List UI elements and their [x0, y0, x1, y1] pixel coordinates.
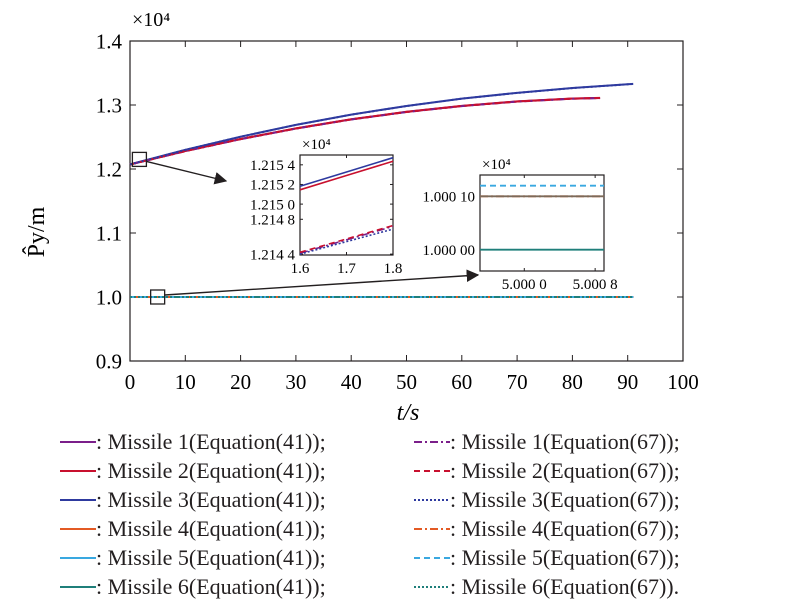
legend-label: : Missile 4(Equation(41)); — [96, 516, 326, 541]
inset1-series-line-4 — [299, 224, 394, 254]
legend-label: : Missile 2(Equation(41)); — [96, 458, 326, 483]
legend-label: : Missile 2(Equation(67)); — [450, 458, 680, 483]
inset2-y-tick-label: 1.000 00 — [423, 243, 476, 259]
legend-item: : Missile 4(Equation(41)); — [60, 516, 326, 542]
inset1-series-line-5 — [299, 228, 394, 255]
legend-swatch — [414, 499, 450, 501]
main-series-line-8 — [129, 97, 601, 166]
legend-item: : Missile 5(Equation(67)); — [414, 545, 680, 571]
inset1-x-tick-label: 1.8 — [384, 261, 403, 277]
main-y-tick-label: 1.4 — [96, 29, 123, 53]
legend-item: : Missile 2(Equation(41)); — [60, 458, 326, 484]
inset1-x-tick-label: 1.6 — [291, 261, 310, 277]
inset2-x-tick-label: 5.000 8 — [573, 277, 618, 293]
legend-swatch — [60, 441, 96, 443]
legend-label: : Missile 1(Equation(67)); — [450, 429, 680, 454]
main-x-tick-label: 100 — [667, 370, 699, 394]
main-y-tick-label: 1.3 — [96, 93, 122, 117]
zoom-marker-2 — [149, 289, 166, 305]
legend-item: : Missile 3(Equation(67)); — [414, 487, 680, 513]
legend-item: : Missile 4(Equation(67)); — [414, 516, 680, 542]
inset1-y-tick-label: 1.215 2 — [250, 178, 295, 194]
legend-item: : Missile 3(Equation(41)); — [60, 487, 326, 513]
zoom-marker-1 — [131, 151, 148, 168]
main-y-tick-label: 1.1 — [96, 221, 122, 245]
zoom-arrow-2 — [164, 269, 480, 296]
legend-swatch — [414, 557, 450, 559]
legend-label: : Missile 3(Equation(67)); — [450, 487, 680, 512]
line-chart: P̂y/m t/s ×10⁴ 0 10 20 30 40 50 60 70 80 90 100 0.9… — [22, 9, 699, 425]
inset1-series-line-1 — [299, 156, 394, 188]
legend-label: : Missile 3(Equation(41)); — [96, 487, 326, 512]
main-x-tick-label: 80 — [562, 370, 583, 394]
main-x-tick-label: 20 — [230, 370, 251, 394]
legend-swatch — [414, 586, 450, 588]
main-y-tick-label: 0.9 — [96, 349, 122, 373]
inset1-series-line-2 — [299, 160, 394, 191]
legend: : Missile 1(Equation(41)); : Missile 1(Eq… — [0, 425, 800, 612]
legend-swatch — [60, 528, 96, 530]
inset1-series-line-3 — [299, 225, 394, 254]
legend-label: : Missile 6(Equation(67)). — [450, 574, 680, 599]
zoom-arrow-1 — [146, 160, 228, 185]
inset2-multiplier: ×10⁴ — [482, 157, 511, 173]
legend-label: : Missile 4(Equation(67)); — [450, 516, 680, 541]
legend-swatch — [60, 470, 96, 472]
legend-item: : Missile 1(Equation(41)); — [60, 429, 326, 455]
inset1-multiplier: ×10⁴ — [302, 137, 331, 153]
main-x-tick-label: 90 — [617, 370, 638, 394]
main-y-tick-label: 1.2 — [96, 157, 122, 181]
inset1-x-tick-label: 1.7 — [337, 261, 356, 277]
main-x-tick-label: 0 — [125, 370, 136, 394]
legend-label: : Missile 5(Equation(67)); — [450, 545, 680, 570]
main-x-tick-label: 50 — [396, 370, 417, 394]
inset2-y-tick-label: 1.000 10 — [423, 190, 476, 206]
legend-swatch — [60, 586, 96, 588]
legend-item: : Missile 1(Equation(67)); — [414, 429, 680, 455]
inset1-y-tick-label: 1.215 4 — [250, 158, 296, 174]
inset2-plot-frame — [479, 174, 605, 272]
main-series-line-9 — [129, 82, 634, 166]
main-multiplier: ×10⁴ — [132, 9, 170, 31]
legend-item: : Missile 2(Equation(67)); — [414, 458, 680, 484]
main-x-tick-label: 40 — [341, 370, 362, 394]
legend-swatch — [414, 470, 450, 472]
main-x-tick-label: 60 — [451, 370, 472, 394]
x-axis-label: t/s — [397, 400, 420, 425]
legend-item: : Missile 6(Equation(67)). — [414, 574, 679, 600]
main-x-tick-label: 70 — [507, 370, 528, 394]
y-axis-label: P̂y/m — [22, 206, 50, 257]
legend-label: : Missile 6(Equation(41)); — [96, 574, 326, 599]
legend-swatch — [414, 441, 450, 443]
legend-swatch — [60, 557, 96, 559]
inset1-y-tick-label: 1.215 0 — [250, 197, 295, 213]
inset1-y-tick-label: 1.214 4 — [250, 247, 296, 263]
legend-item: : Missile 5(Equation(41)); — [60, 545, 326, 571]
inset2-x-tick-label: 5.000 0 — [502, 277, 547, 293]
inset1-y-tick-label: 1.214 8 — [250, 213, 295, 229]
legend-label: : Missile 5(Equation(41)); — [96, 545, 326, 570]
legend-item: : Missile 6(Equation(41)); — [60, 574, 326, 600]
main-x-tick-label: 10 — [175, 370, 196, 394]
main-x-tick-label: 30 — [285, 370, 306, 394]
main-y-tick-label: 1.0 — [96, 285, 122, 309]
legend-swatch — [60, 499, 96, 501]
legend-label: : Missile 1(Equation(41)); — [96, 429, 326, 454]
legend-swatch — [414, 528, 450, 530]
